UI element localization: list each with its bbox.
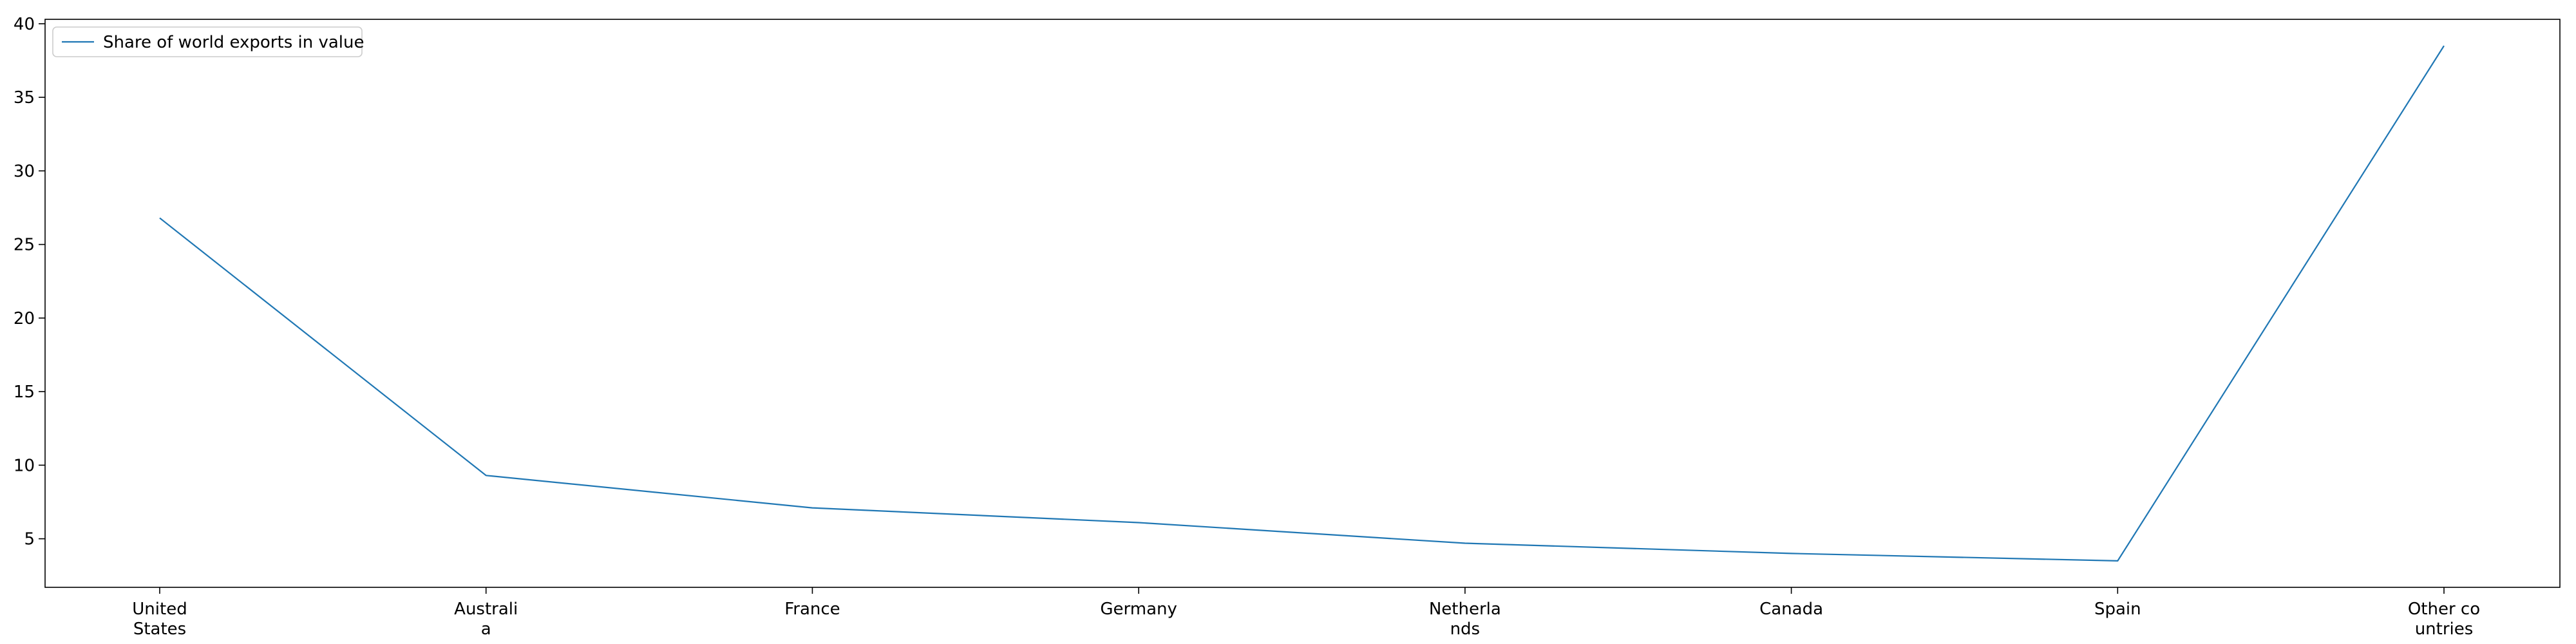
x-tick-label-line: a — [481, 620, 491, 639]
y-tick-label: 40 — [14, 15, 35, 34]
x-axis: United States Australi a France Germany Nether… — [132, 587, 2480, 639]
y-tick-label: 35 — [14, 88, 35, 108]
y-tick-label: 10 — [14, 456, 35, 475]
x-tick-label: France — [784, 600, 840, 619]
x-tick-label: Netherla nds — [1429, 600, 1501, 639]
series-layer — [159, 45, 2445, 562]
x-tick-label-line: Germany — [1100, 600, 1177, 619]
legend-label: Share of world exports in value — [103, 33, 365, 52]
x-tick-label: Other co untries — [2408, 600, 2480, 639]
y-tick-label: 30 — [14, 162, 35, 181]
x-tick-label: United States — [132, 600, 187, 639]
x-tick-label-line: Spain — [2094, 600, 2141, 619]
x-tick-label-line: United — [132, 600, 187, 619]
legend: Share of world exports in value — [52, 26, 365, 57]
x-tick-label: Australi a — [454, 600, 518, 639]
y-tick-label: 15 — [14, 383, 35, 402]
x-tick-label-line: States — [133, 620, 186, 639]
x-tick-label-line: France — [784, 600, 840, 619]
x-tick-label-line: Canada — [1759, 600, 1823, 619]
x-tick-label: Germany — [1100, 600, 1177, 619]
legend-box — [52, 26, 363, 57]
x-tick-label-line: Netherla — [1429, 600, 1501, 619]
y-tick-label: 5 — [24, 530, 35, 549]
x-tick-label: Spain — [2094, 600, 2141, 619]
x-tick-label-line: Australi — [454, 600, 518, 619]
x-tick-label: Canada — [1759, 600, 1823, 619]
x-tick-label-line: Other co — [2408, 600, 2480, 619]
y-tick-label: 25 — [14, 236, 35, 255]
x-tick-label-line: nds — [1450, 620, 1481, 639]
y-axis: 5 10 15 20 25 30 35 40 — [14, 15, 45, 549]
plot-frame — [44, 19, 2561, 588]
x-tick-label-line: untries — [2415, 620, 2474, 639]
series-line — [159, 45, 2445, 562]
y-tick-label: 20 — [14, 309, 35, 328]
